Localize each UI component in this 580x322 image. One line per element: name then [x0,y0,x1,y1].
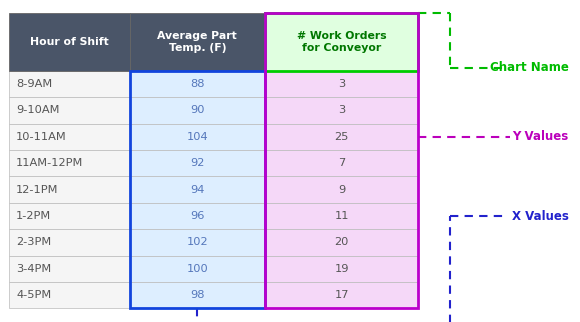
Text: 4-5PM: 4-5PM [16,290,52,300]
Text: 8-9AM: 8-9AM [16,79,52,89]
Text: 92: 92 [190,158,205,168]
Text: 96: 96 [190,211,205,221]
Text: 88: 88 [190,79,205,89]
Text: Average Part
Temp. (F): Average Part Temp. (F) [158,31,237,53]
Text: 12-1PM: 12-1PM [16,185,59,195]
Text: 9: 9 [338,185,345,195]
Text: 94: 94 [190,185,205,195]
Text: 25: 25 [334,132,349,142]
Text: 102: 102 [187,237,208,248]
Text: 98: 98 [190,290,205,300]
Text: 7: 7 [338,158,345,168]
Text: 104: 104 [187,132,208,142]
Text: 3: 3 [338,79,345,89]
Text: 100: 100 [187,264,208,274]
Text: 10-11AM: 10-11AM [16,132,67,142]
Text: 3: 3 [338,105,345,116]
Text: 1-2PM: 1-2PM [16,211,52,221]
Text: X Values: X Values [512,210,568,223]
Text: 3-4PM: 3-4PM [16,264,52,274]
Text: 9-10AM: 9-10AM [16,105,60,116]
Text: 11AM-12PM: 11AM-12PM [16,158,84,168]
Text: 17: 17 [334,290,349,300]
Text: # Work Orders
for Conveyor: # Work Orders for Conveyor [297,31,386,53]
Text: 20: 20 [334,237,349,248]
Text: 19: 19 [334,264,349,274]
Text: Hour of Shift: Hour of Shift [30,37,109,47]
Text: 2-3PM: 2-3PM [16,237,52,248]
Text: 90: 90 [190,105,205,116]
Text: 11: 11 [334,211,349,221]
Text: Chart Name: Chart Name [490,62,568,74]
Text: Y Values: Y Values [512,130,568,143]
